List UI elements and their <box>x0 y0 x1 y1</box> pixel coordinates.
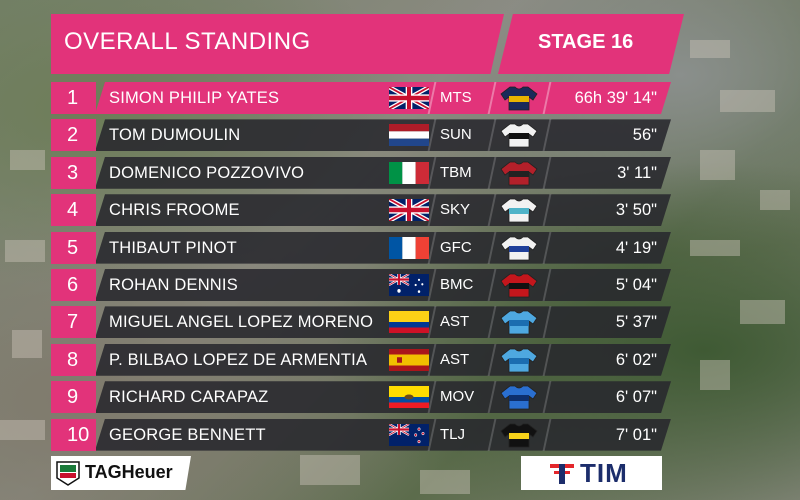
standing-row: 10 GEORGE BENNETT TLJ 7' 01" <box>51 418 671 451</box>
time-gap: 6' 02" <box>615 350 657 369</box>
team-code: BMC <box>440 276 474 293</box>
mts-jersey-icon <box>500 85 538 111</box>
standing-row: 9 RICHARD CARAPAZ MOV 6' 07" <box>51 381 671 414</box>
tim-sponsor-panel <box>521 456 662 490</box>
row-background <box>95 82 671 114</box>
header-title-bar <box>51 14 504 74</box>
tagheuer-shield-icon <box>56 461 80 486</box>
nz-flag-icon <box>389 423 429 446</box>
bmc-jersey-icon <box>500 272 538 298</box>
time-gap: 5' 04" <box>615 276 657 294</box>
rider-name: THIBAUT PINOT <box>109 238 237 257</box>
row-background <box>95 381 671 413</box>
position-number: 1 <box>51 82 96 114</box>
standing-row: 7 MIGUEL ANGEL LOPEZ MORENO AST 5' 37" <box>51 306 671 339</box>
header-stage-bar <box>498 14 684 74</box>
gfc-jersey-icon <box>500 235 538 261</box>
position-number: 8 <box>51 343 96 376</box>
position-number: 6 <box>51 269 96 301</box>
team-code: GFC <box>440 238 472 256</box>
fr-flag-icon <box>389 236 429 259</box>
gb-flag-icon <box>389 199 429 222</box>
rider-name: RICHARD CARAPAZ <box>109 388 269 407</box>
time-gap: 66h 39' 14" <box>574 89 657 107</box>
mov-jersey-icon <box>500 384 538 410</box>
es-flag-icon <box>389 348 429 371</box>
page-title: OVERALL STANDING <box>64 28 311 55</box>
team-code: SUN <box>440 126 472 144</box>
team-code: TBM <box>440 163 472 181</box>
rider-name: P. BILBAO LOPEZ DE ARMENTIA <box>109 350 368 369</box>
row-background <box>95 419 671 451</box>
ast-jersey-icon <box>500 309 538 335</box>
row-background <box>95 157 671 189</box>
rider-name: TOM DUMOULIN <box>109 126 241 145</box>
rider-name: MIGUEL ANGEL LOPEZ MORENO <box>109 313 374 332</box>
team-code: MOV <box>440 388 475 406</box>
tbm-jersey-icon <box>500 160 538 186</box>
it-flag-icon <box>389 161 429 184</box>
tagheuer-logo-text: TAGHeuer <box>85 462 173 482</box>
time-gap: 5' 37" <box>615 313 657 332</box>
sun-jersey-icon <box>500 122 538 148</box>
position-number: 2 <box>51 119 96 152</box>
team-code: AST <box>440 350 470 368</box>
row-background <box>95 269 671 301</box>
time-gap: 3' 11" <box>617 163 657 182</box>
standing-row: 3 DOMENICO POZZOVIVO TBM 3' 11" <box>51 156 671 189</box>
row-background <box>95 344 671 376</box>
team-code: SKY <box>440 201 471 219</box>
ec-flag-icon <box>389 386 429 409</box>
row-background <box>95 119 671 151</box>
gb-flag-icon <box>389 87 429 109</box>
standing-row: 2 TOM DUMOULIN SUN 56" <box>51 119 671 152</box>
rider-name: ROHAN DENNIS <box>109 276 238 294</box>
standing-row: 5 THIBAUT PINOT GFC 4' 19" <box>51 231 671 264</box>
standing-row: 6 ROHAN DENNIS BMC 5' 04" <box>51 269 671 301</box>
row-background <box>95 194 671 226</box>
position-number: 4 <box>51 194 96 227</box>
standing-row: 8 P. BILBAO LOPEZ DE ARMENTIA AST 6' 02" <box>51 343 671 376</box>
standing-row: 1 SIMON PHILIP YATES MTS 66h 39' 14" <box>51 82 671 114</box>
rider-name: DOMENICO POZZOVIVO <box>109 163 305 182</box>
row-background <box>95 306 671 338</box>
tim-logo-icon <box>550 464 574 484</box>
time-gap: 6' 07" <box>615 388 657 407</box>
position-number: 5 <box>51 231 96 264</box>
position-number: 10 <box>51 418 96 451</box>
time-gap: 7' 01" <box>615 425 657 444</box>
rider-name: SIMON PHILIP YATES <box>109 89 280 107</box>
team-code: TLJ <box>440 425 466 443</box>
co-flag-icon <box>389 311 429 334</box>
tlj-jersey-icon <box>500 422 538 448</box>
team-code: MTS <box>440 89 472 106</box>
nl-flag-icon <box>389 124 429 147</box>
stage-label: STAGE 16 <box>538 31 634 53</box>
position-number: 7 <box>51 306 96 339</box>
standing-row: 4 CHRIS FROOME SKY 3' 50" <box>51 194 671 227</box>
time-gap: 3' 50" <box>615 201 657 220</box>
team-code: AST <box>440 313 470 331</box>
row-background <box>95 232 671 264</box>
position-number: 3 <box>51 156 96 189</box>
position-number: 9 <box>51 381 96 414</box>
rider-name: GEORGE BENNETT <box>109 425 266 444</box>
time-gap: 56" <box>632 126 657 145</box>
au-flag-icon <box>389 274 429 296</box>
rider-name: CHRIS FROOME <box>109 201 240 220</box>
tim-logo-text: TIM <box>580 458 628 488</box>
sky-jersey-icon <box>500 197 538 223</box>
ast-jersey-icon <box>500 347 538 373</box>
time-gap: 4' 19" <box>615 238 657 257</box>
